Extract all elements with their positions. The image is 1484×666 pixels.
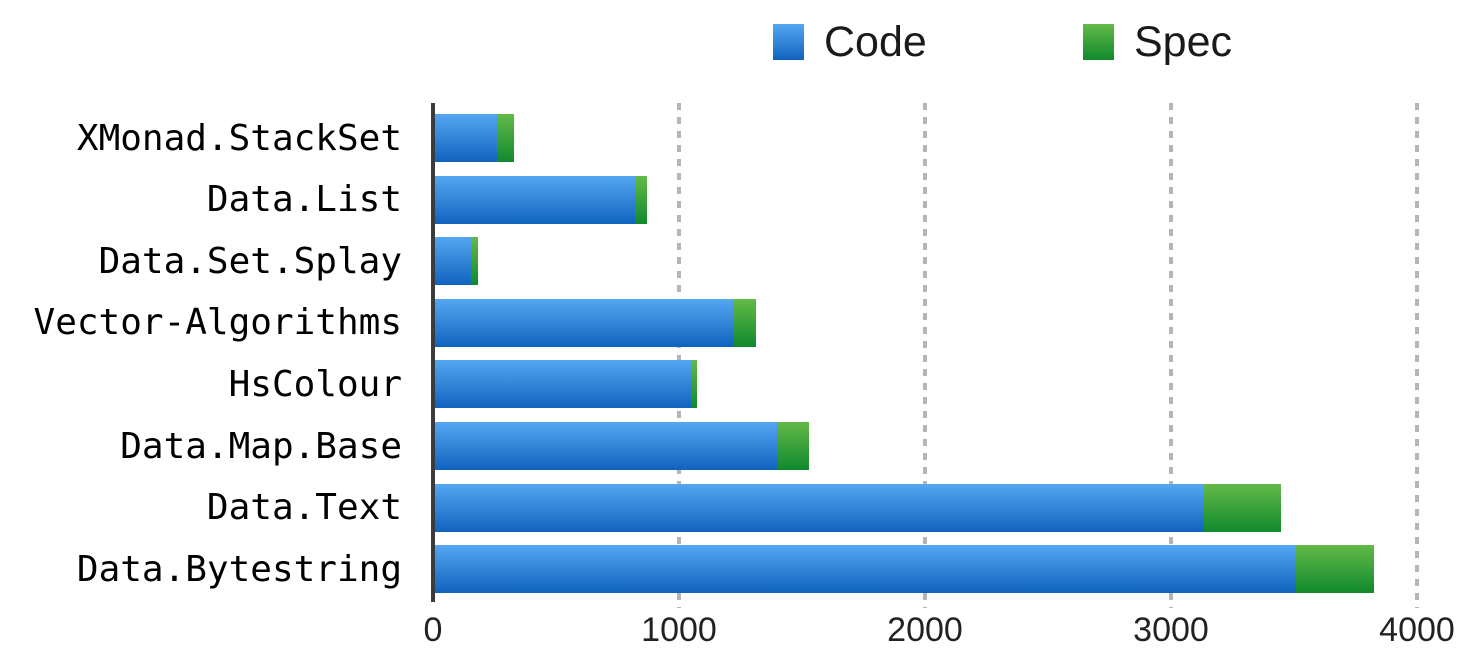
bar-segment-spec <box>471 237 478 286</box>
legend-label-code: Code <box>824 18 927 66</box>
gridline-3000 <box>1169 103 1173 608</box>
bar-row <box>435 360 697 409</box>
gridline-2000 <box>923 103 927 608</box>
legend-item-spec: Spec <box>1083 20 1232 64</box>
bar-segment-spec <box>776 422 810 470</box>
bar-segment-code <box>435 175 635 224</box>
bar-row <box>435 114 515 162</box>
bar-segment-spec <box>690 360 697 409</box>
bar-segment-code <box>435 360 691 409</box>
category-label: XMonad.StackSet <box>76 117 402 159</box>
bar-segment-spec <box>1296 545 1375 594</box>
bar-row <box>435 483 1282 532</box>
bar-row <box>435 175 647 224</box>
legend-label-spec: Spec <box>1134 18 1233 66</box>
bar-row <box>435 545 1375 594</box>
y-axis-line <box>431 103 435 602</box>
category-label: Data.Bytestring <box>76 548 402 590</box>
spec-legend-swatch-icon <box>1083 24 1114 60</box>
legend-item-code: Code <box>773 20 927 64</box>
bar-segment-spec <box>1203 483 1282 532</box>
bar-segment-spec <box>733 298 756 347</box>
category-label: Data.Text <box>206 487 402 529</box>
bar-segment-code <box>435 237 472 286</box>
x-tick-label: 1000 <box>641 611 717 649</box>
x-tick-label: 4000 <box>1379 611 1455 649</box>
category-label: HsColour <box>228 363 402 405</box>
bar-segment-code <box>435 422 777 470</box>
category-label: Data.Set.Splay <box>98 240 402 282</box>
category-label: Vector-Algorithms <box>33 302 402 344</box>
bar-row <box>435 298 756 347</box>
bar-segment-spec <box>634 175 647 224</box>
gridline-1000 <box>677 103 681 608</box>
bar-segment-code <box>435 545 1296 594</box>
category-label: Data.Map.Base <box>120 425 402 467</box>
bar-row <box>435 422 810 470</box>
bar-segment-code <box>435 114 497 162</box>
bar-segment-spec <box>496 114 515 162</box>
x-tick-label: 2000 <box>887 611 963 649</box>
bar-segment-code <box>435 483 1204 532</box>
x-tick-label: 0 <box>423 611 443 649</box>
bar-row <box>435 237 478 286</box>
code-legend-swatch-icon <box>773 24 804 60</box>
x-tick-label: 3000 <box>1133 611 1209 649</box>
gridline-4000 <box>1415 103 1419 608</box>
category-label: Data.List <box>206 179 402 221</box>
bar-segment-code <box>435 298 734 347</box>
